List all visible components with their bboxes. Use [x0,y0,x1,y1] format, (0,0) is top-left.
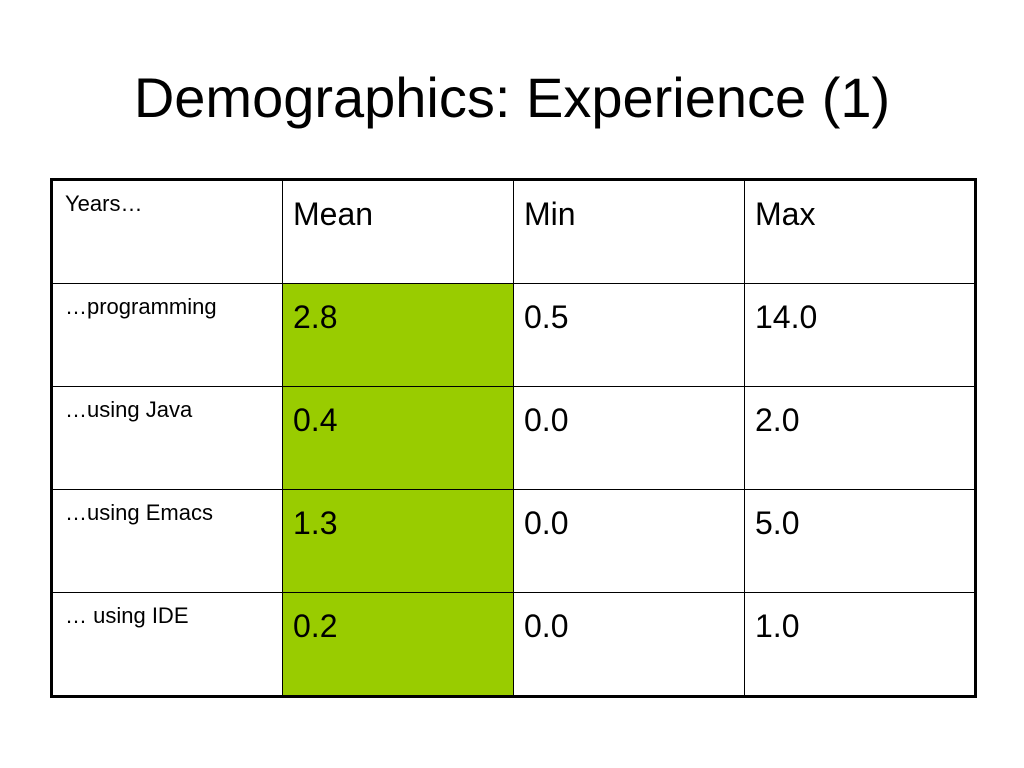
max-cell: 14.0 [744,283,976,387]
row-label-cell: …programming [51,283,283,387]
row-label: …programming [65,294,217,319]
header-years-cell: Years… [51,179,283,284]
min-value: 0.0 [524,608,569,644]
min-value: 0.0 [524,402,569,438]
mean-value: 2.8 [293,299,338,335]
mean-cell: 0.2 [282,592,514,697]
row-label-cell: … using IDE [51,592,283,697]
max-value: 2.0 [755,402,800,438]
row-label-cell: …using Emacs [51,489,283,593]
max-value: 5.0 [755,505,800,541]
slide-title: Demographics: Experience (1) [133,66,891,129]
max-cell: 2.0 [744,386,976,490]
row-label: …using Emacs [65,500,213,525]
row-label: … using IDE [65,603,189,628]
row-label-cell: …using Java [51,386,283,490]
mean-cell: 0.4 [282,386,514,490]
table-row: …using Emacs 1.3 0.0 5.0 [51,489,976,593]
table-header-row: Years… Mean Min Max [51,179,976,284]
max-cell: 1.0 [744,592,976,697]
mean-value: 0.4 [293,402,338,438]
header-min-label: Min [524,196,576,232]
mean-value: 1.3 [293,505,338,541]
max-value: 14.0 [755,299,818,335]
max-value: 1.0 [755,608,800,644]
header-years-label: Years… [65,191,143,216]
table-row: …programming 2.8 0.5 14.0 [51,283,976,387]
header-mean-label: Mean [293,196,374,232]
min-cell: 0.0 [513,386,745,490]
header-mean-cell: Mean [282,179,514,284]
table-row: …using Java 0.4 0.0 2.0 [51,386,976,490]
row-label: …using Java [65,397,193,422]
min-cell: 0.0 [513,592,745,697]
header-max-cell: Max [744,179,976,284]
min-value: 0.0 [524,505,569,541]
min-cell: 0.0 [513,489,745,593]
mean-value: 0.2 [293,608,338,644]
max-cell: 5.0 [744,489,976,593]
header-max-label: Max [755,196,816,232]
min-value: 0.5 [524,299,569,335]
min-cell: 0.5 [513,283,745,387]
header-min-cell: Min [513,179,745,284]
table-row: … using IDE 0.2 0.0 1.0 [51,592,976,697]
mean-cell: 2.8 [282,283,514,387]
experience-table: Years… Mean Min Max …programming 2.8 0.5… [50,178,977,698]
mean-cell: 1.3 [282,489,514,593]
